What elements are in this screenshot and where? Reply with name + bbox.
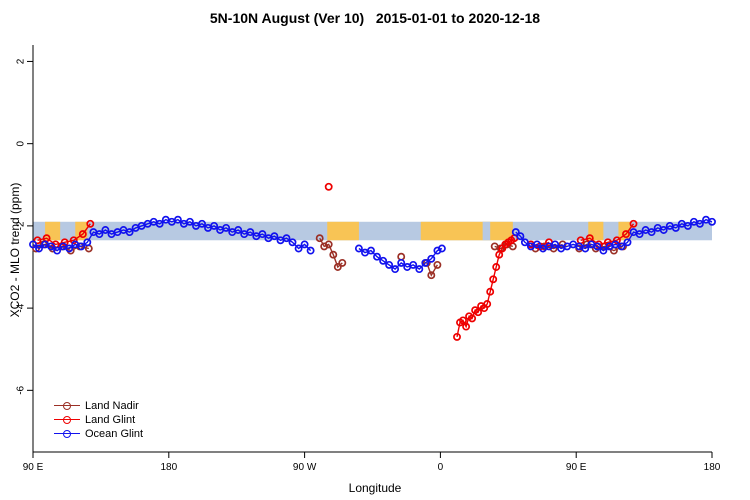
legend-label-land-glint: Land Glint — [85, 414, 136, 426]
y-axis-label: XCO2 - MLO trend (ppm) — [8, 182, 22, 318]
svg-text:90 E: 90 E — [566, 462, 587, 473]
svg-text:0: 0 — [438, 462, 444, 473]
legend-row-land-nadir: Land Nadir — [54, 399, 143, 413]
svg-text:90 E: 90 E — [23, 462, 44, 473]
x-axis-label: Longitude — [348, 481, 402, 495]
legend: Land Nadir Land Glint Ocean Glint — [54, 399, 143, 441]
svg-text:-2: -2 — [16, 221, 27, 230]
svg-text:2: 2 — [16, 58, 27, 64]
land-glint-symbol-icon — [54, 415, 80, 426]
svg-text:180: 180 — [160, 462, 177, 473]
svg-text:-4: -4 — [16, 303, 27, 312]
chart-title: 5N-10N August (Ver 10) 2015-01-01 to 202… — [209, 10, 541, 26]
legend-row-ocean-glint: Ocean Glint — [54, 427, 143, 441]
land-nadir-symbol-icon — [54, 401, 80, 412]
svg-text:180: 180 — [704, 462, 721, 473]
legend-row-land-glint: Land Glint — [54, 413, 143, 427]
svg-text:0: 0 — [16, 140, 27, 146]
svg-text:-6: -6 — [16, 385, 27, 394]
ocean-glint-symbol-icon — [54, 429, 80, 440]
legend-label-ocean-glint: Ocean Glint — [85, 428, 144, 440]
svg-text:90 W: 90 W — [293, 462, 317, 473]
legend-label-land-nadir: Land Nadir — [85, 400, 139, 412]
